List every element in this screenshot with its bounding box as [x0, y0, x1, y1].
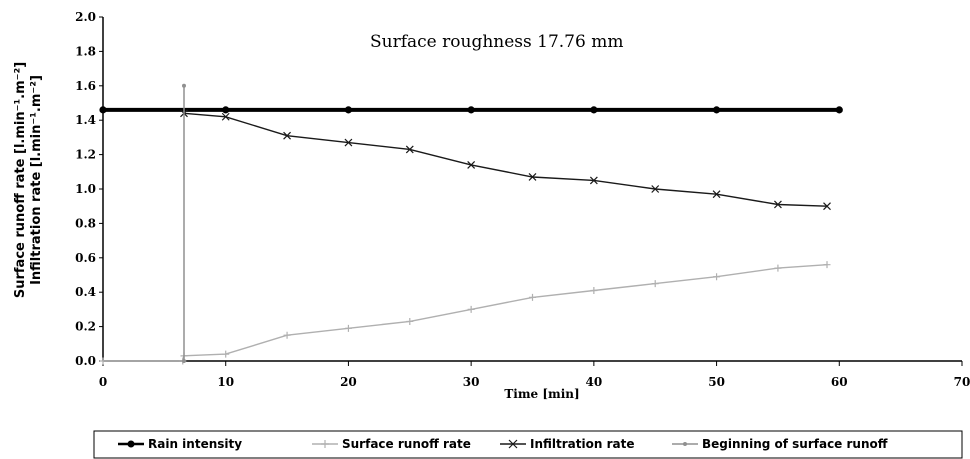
y-tick-label: 0.2 — [75, 320, 96, 334]
series-line — [183, 112, 828, 207]
data-point — [344, 106, 353, 114]
data-point — [181, 359, 186, 363]
data-point — [127, 440, 135, 448]
x-tick-label: 30 — [463, 375, 480, 389]
data-point — [467, 305, 475, 313]
plot-area: 0.0 0.2 0.4 0.6 0.8 1.0 1.2 1.4 1.6 1.8 2.0 0 10 20 3… — [75, 10, 970, 389]
data-point — [405, 145, 414, 154]
legend-label: Beginning of surface runoff — [702, 437, 888, 451]
legend-label: Surface runoff rate — [342, 437, 471, 451]
x-tick-label: 0 — [99, 375, 107, 389]
y-tick-label: 0.8 — [75, 216, 96, 230]
y-tick-label: 1.6 — [75, 79, 96, 93]
data-point — [508, 439, 518, 449]
legend-label: Rain intensity — [148, 437, 242, 451]
series-rain-intensity — [99, 106, 843, 114]
legend-label: Infiltration rate — [530, 437, 634, 451]
y-tick-label: 0.0 — [75, 354, 96, 368]
data-point — [283, 131, 291, 140]
data-point — [181, 83, 186, 88]
data-point — [823, 202, 831, 211]
data-point — [774, 200, 782, 209]
series-beginning-of-surface-runoff — [181, 83, 186, 363]
legend-entry: Surface runoff rate — [312, 437, 471, 451]
data-point — [712, 106, 721, 114]
data-point — [823, 261, 831, 269]
y-tick-label: 0.4 — [75, 285, 96, 299]
x-axis-title: Time [min] — [504, 387, 579, 401]
series-infiltration-rate — [180, 109, 831, 211]
data-point — [651, 280, 659, 288]
y-tick-label: 0.6 — [75, 251, 96, 265]
y-ticks: 0.0 0.2 0.4 0.6 0.8 1.0 1.2 1.4 1.6 1.8 2.0 — [75, 10, 103, 368]
y-tick-label: 1.2 — [75, 148, 96, 162]
data-point — [222, 106, 230, 114]
data-point — [683, 442, 687, 446]
x-tick-label: 50 — [708, 375, 725, 389]
data-point — [283, 331, 291, 339]
data-point — [467, 106, 475, 114]
series-layer — [99, 83, 843, 365]
data-point — [344, 138, 353, 147]
data-point — [590, 286, 598, 294]
y-axis-title-line-1: Surface runoff rate [l.min⁻¹.m⁻²] — [13, 62, 28, 298]
data-point — [344, 324, 352, 332]
data-point — [712, 190, 721, 199]
legend-items: Rain intensity Surface runoff rate Infiltr… — [118, 437, 888, 451]
data-point — [321, 440, 329, 448]
data-point — [222, 350, 230, 358]
legend: Rain intensity Surface runoff rate Infiltr… — [93, 430, 963, 459]
y-tick-label: 2.0 — [75, 10, 96, 24]
series-line — [103, 264, 828, 362]
x-tick-label: 70 — [954, 375, 970, 389]
series-surface-runoff-rate — [99, 261, 831, 365]
data-point — [99, 106, 107, 114]
legend-entry: Infiltration rate — [500, 437, 634, 451]
data-point — [406, 317, 414, 325]
chart-annotation: Surface roughness 17.76 mm — [370, 32, 623, 52]
x-tick-label: 10 — [217, 375, 234, 389]
y-tick-label: 1.0 — [75, 182, 96, 196]
y-tick-label: 1.4 — [75, 113, 96, 127]
data-point — [651, 185, 660, 193]
data-point — [835, 106, 843, 114]
data-point — [774, 264, 782, 272]
data-point — [590, 106, 598, 114]
data-point — [589, 176, 598, 185]
data-point — [99, 357, 107, 365]
legend-box — [93, 430, 963, 459]
y-tick-label: 1.8 — [75, 44, 96, 58]
legend-entry: Beginning of surface runoff — [672, 437, 888, 451]
x-tick-label: 40 — [586, 375, 603, 389]
y-axis-title-line-2: Infiltration rate [l.min⁻¹.m⁻²] — [29, 75, 44, 285]
data-point — [221, 112, 230, 121]
x-tick-label: 60 — [831, 375, 848, 389]
data-point — [528, 173, 537, 181]
data-point — [467, 160, 476, 169]
data-point — [713, 273, 721, 281]
legend-entry: Rain intensity — [118, 437, 242, 451]
x-ticks: 0 10 20 30 40 50 60 70 — [99, 361, 970, 389]
x-tick-label: 20 — [340, 375, 357, 389]
data-point — [529, 293, 536, 301]
